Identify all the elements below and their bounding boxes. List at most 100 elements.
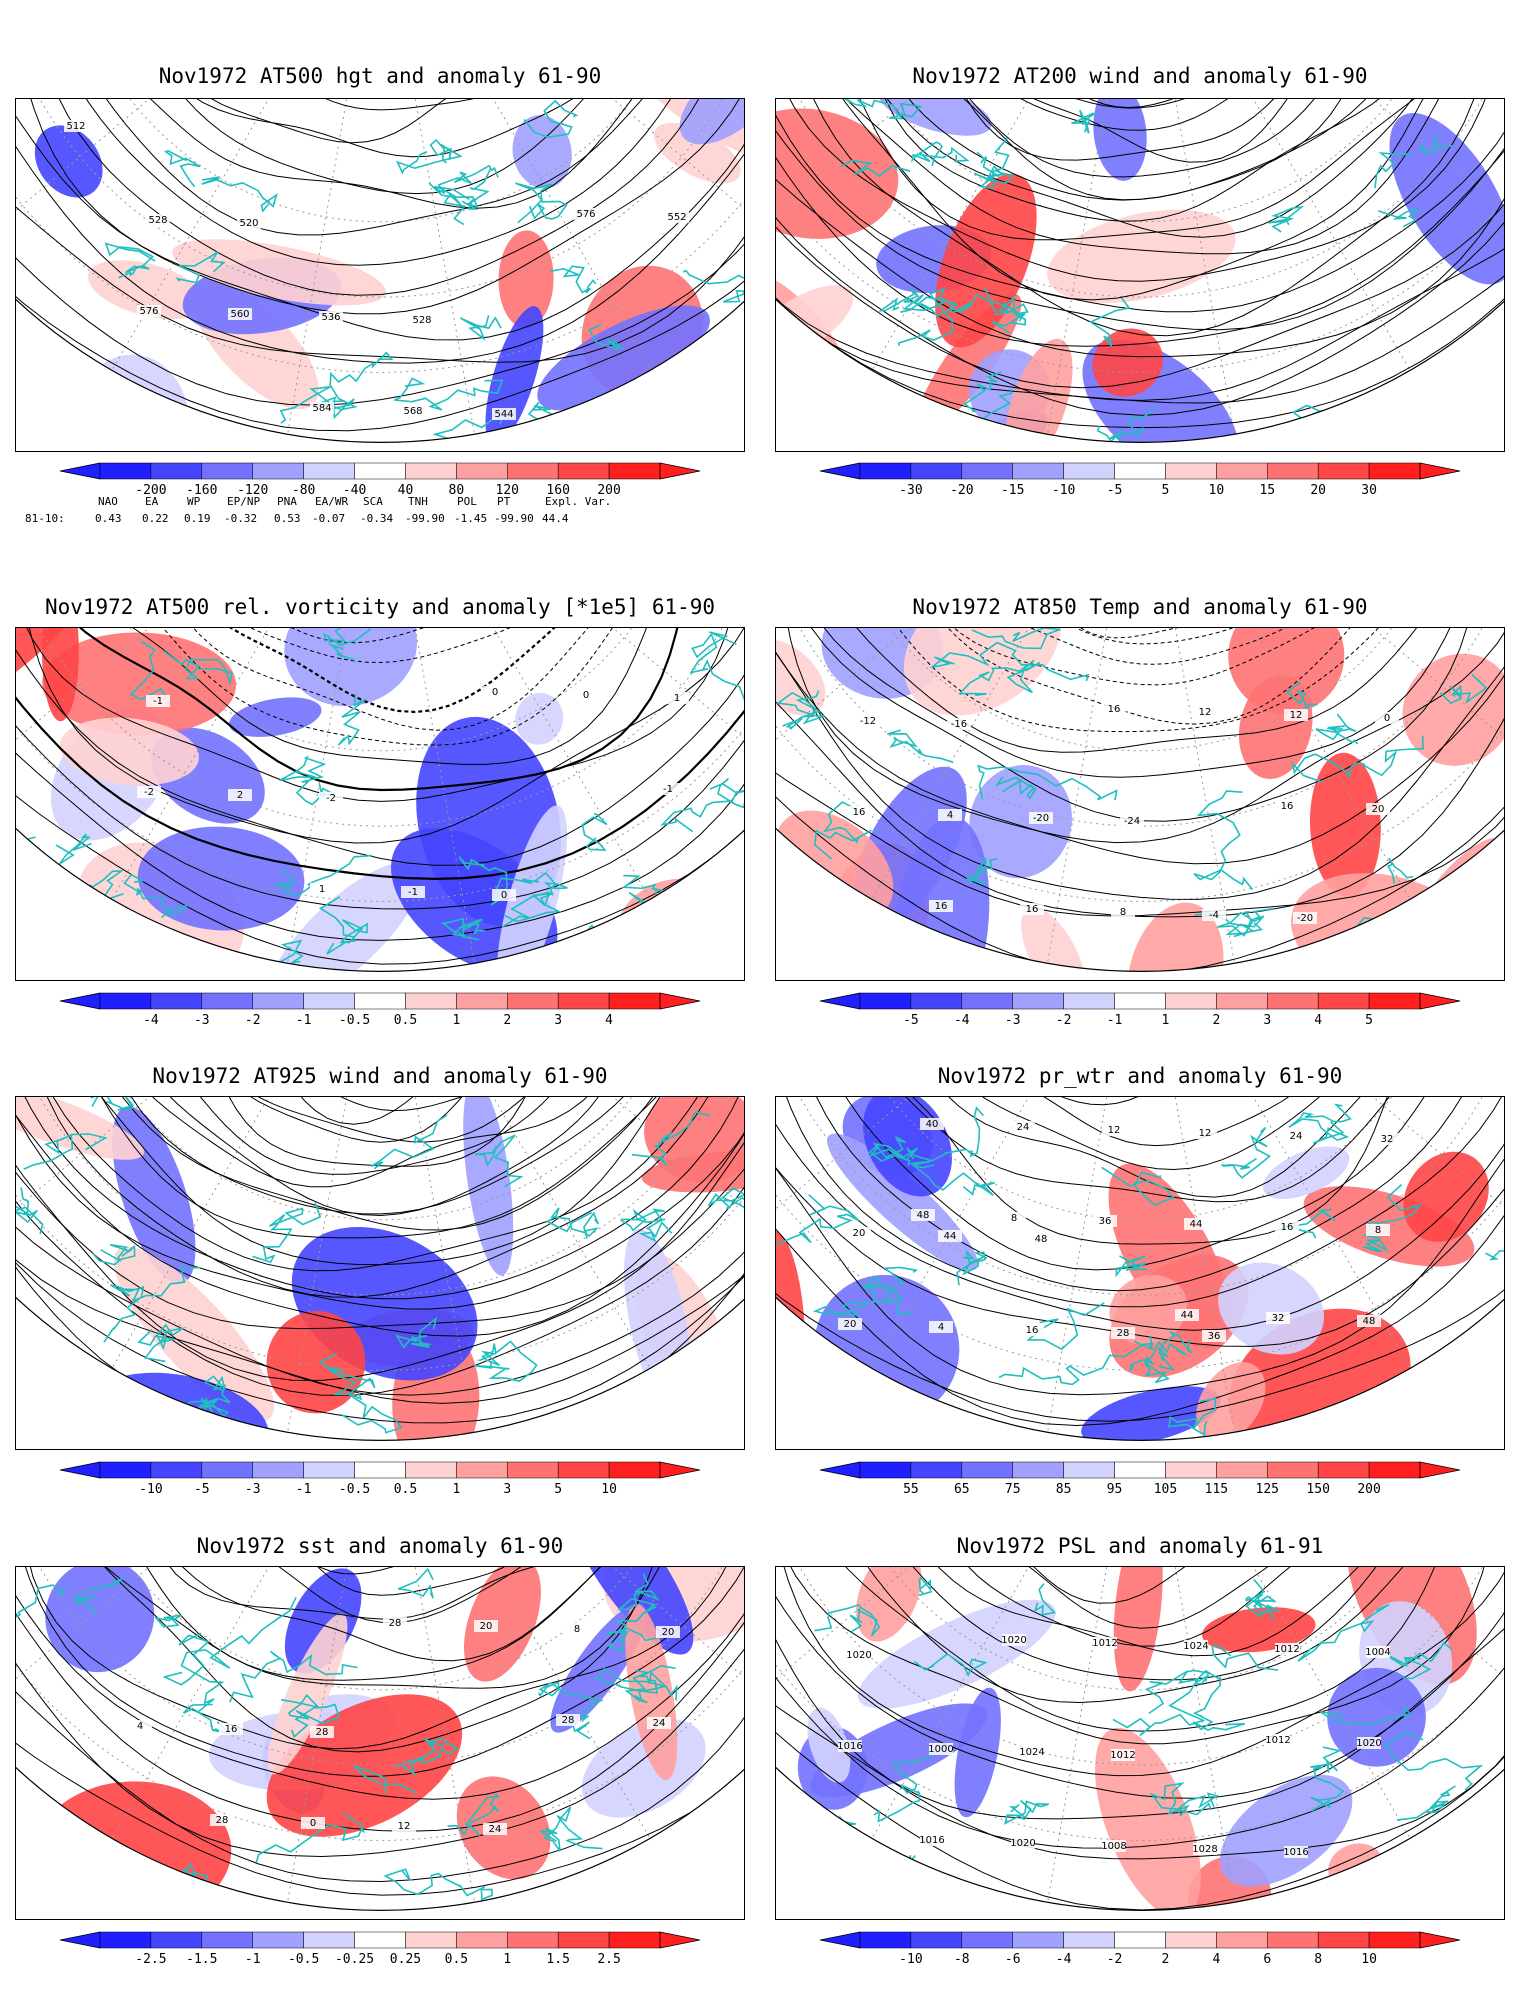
- contour-line: [63, 1097, 711, 1239]
- anomaly-shading: [641, 1150, 744, 1193]
- coastline: [1089, 297, 1131, 347]
- anomaly-shading: [878, 99, 992, 136]
- colorbar-segment: [1216, 1461, 1268, 1479]
- contour-label: 20: [662, 1627, 675, 1638]
- coastline: [994, 776, 1037, 800]
- colorbar-segment: [99, 992, 152, 1010]
- contour-line: [776, 1567, 1504, 1849]
- colorbar-segment: [859, 462, 912, 480]
- contour-label: 0: [492, 687, 498, 698]
- colorbar-tick-label: -1: [244, 1952, 261, 1967]
- contour-line: [90, 628, 664, 746]
- contour-label: 1012: [1265, 1735, 1290, 1746]
- anomaly-shading: [172, 239, 386, 306]
- contour-line: [776, 99, 1504, 347]
- colorbar-segment: [910, 1461, 963, 1479]
- colorbar-max-arrow: [659, 1931, 701, 1949]
- contour-label: 20: [1372, 804, 1385, 815]
- contour-line: [16, 1097, 744, 1300]
- colorbar-tick-label: -1: [295, 1013, 312, 1028]
- contour-label: 44: [1181, 1310, 1194, 1321]
- contour-label: 520: [239, 218, 258, 229]
- contour-line: [828, 1097, 1431, 1245]
- contour-label: 1016: [919, 1835, 944, 1846]
- contour-label: 0: [501, 890, 507, 901]
- colorbar-tick-label: 15: [1259, 483, 1276, 498]
- contour-line: [941, 99, 1351, 131]
- anomaly-shading: [1327, 1667, 1426, 1767]
- anomaly-shading: [42, 632, 237, 736]
- anomaly-shading: [496, 805, 568, 972]
- coastline: [501, 891, 562, 928]
- coastline: [527, 401, 617, 443]
- coastline: [55, 833, 92, 865]
- map-panel-temp: -16 -24 -20 -12 -20 -4 0 4 8 12 16 16 12 20 16 16 16: [775, 627, 1505, 981]
- colorbar-tick-label: -2: [1106, 1952, 1123, 1967]
- contour-line: [16, 1567, 744, 1858]
- contour-line: [863, 99, 1422, 201]
- colorbar-segment: [99, 1931, 152, 1949]
- colorbar-segment: [1063, 1931, 1115, 1949]
- contour-line: [50, 99, 712, 266]
- contour-line: [830, 99, 1446, 238]
- contour-line: [866, 1567, 1412, 1657]
- colorbar-segment: [507, 1461, 559, 1479]
- coastline: [1315, 713, 1359, 745]
- coastline: [647, 1842, 673, 1883]
- colorbar-tick-label: 10: [1361, 1952, 1377, 1967]
- contour-label: 576: [576, 209, 595, 220]
- coastline: [1245, 1578, 1280, 1621]
- colorbar-segment: [910, 462, 963, 480]
- coastline: [1285, 681, 1318, 713]
- anomaly-shading: [857, 1599, 1056, 1709]
- colorbar-graphic: [819, 1931, 1461, 1949]
- colorbar-segment: [150, 462, 203, 480]
- anomaly-shading: [1093, 99, 1147, 181]
- colorbar-min-arrow: [819, 1461, 861, 1479]
- colorbar-segment: [252, 1461, 304, 1479]
- contour-label: 1012: [1274, 1644, 1299, 1655]
- colorbar-tick-label: 40: [397, 483, 414, 498]
- colorbar: -10 -5 -3 -1 -0.5 0.5 1 3 5 10: [59, 1461, 701, 1497]
- colorbar-graphic: [819, 1461, 1461, 1479]
- coastline: [434, 185, 479, 208]
- index-header-row: NAO EA WP EP/NP PNA EA/WR SCA TNH POL PT Expl. Var…: [25, 493, 725, 510]
- anomaly-shading: [284, 628, 417, 707]
- contour-line: [776, 99, 1504, 389]
- colorbar-tick-label: 200: [1357, 1482, 1381, 1497]
- map-graphic: 48 36 32 44 28 24 20 16 12 8 4 12 16 20 24 44 48 40 36 32 12…: [776, 1097, 1504, 1441]
- colorbar-segment: [1368, 1931, 1421, 1949]
- colorbar-segment: [1165, 992, 1217, 1010]
- contour-line: [16, 99, 744, 432]
- index-header-cell: EP/NP: [227, 495, 261, 508]
- contour-label: 1020: [846, 1650, 871, 1661]
- contour-line: [776, 99, 1504, 401]
- coastline: [1291, 735, 1424, 783]
- panel-title: Nov1972 sst and anomaly 61-90: [196, 1534, 564, 1558]
- contour-label: 2: [237, 790, 243, 801]
- coastline: [1387, 857, 1414, 884]
- index-value-cell: -99.90: [405, 512, 445, 525]
- coastline: [461, 168, 492, 210]
- map-panel-prw: 48 36 32 44 28 24 20 16 12 8 4 12 16 20 24 44 48 40 36 32 12…: [775, 1096, 1505, 1450]
- colorbar-tick-label: 65: [953, 1482, 970, 1497]
- coastline: [163, 149, 201, 188]
- coastline: [957, 293, 1029, 326]
- map-graphic: -16 -24 -20 -12 -20 -4 0 4 8 12 16 16 12 20 16 16 16: [776, 628, 1504, 972]
- coastline: [447, 1792, 501, 1837]
- index-value-row: 81-10: 0.43 0.22 0.19 -0.32 0.53 -0.07 -0.34 -99…: [25, 510, 725, 527]
- longitude-gridline: [380, 628, 744, 655]
- contour-line: [776, 1097, 1504, 1331]
- coastline: [180, 1596, 297, 1714]
- anomaly-shading: [776, 639, 826, 716]
- contour-label: 48: [917, 1210, 930, 1221]
- contour-label: 1016: [1283, 1847, 1308, 1858]
- colorbar-segment: [1063, 1461, 1115, 1479]
- colorbar-segment: [354, 1461, 406, 1479]
- contour-label: -24: [1124, 816, 1140, 827]
- colorbar-max-arrow: [659, 1461, 701, 1479]
- coastline: [1322, 1895, 1384, 1911]
- coastline: [1168, 1397, 1217, 1437]
- coastline: [495, 871, 568, 896]
- coastline: [397, 1567, 434, 1599]
